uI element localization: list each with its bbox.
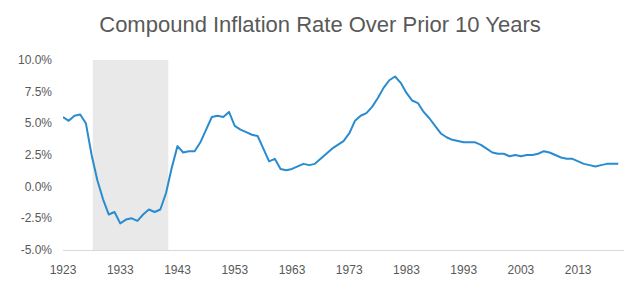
shaded-period bbox=[93, 60, 169, 250]
x-tick-label: 1933 bbox=[107, 263, 134, 277]
x-axis-line bbox=[63, 250, 624, 251]
x-tick-label: 1923 bbox=[50, 263, 77, 277]
x-tick-label: 1973 bbox=[336, 263, 363, 277]
y-tick-label: -5.0% bbox=[21, 243, 53, 257]
x-tick-label: 2003 bbox=[508, 263, 535, 277]
x-tick-label: 1993 bbox=[450, 263, 477, 277]
x-tick-label: 1963 bbox=[279, 263, 306, 277]
x-tick-label: 1983 bbox=[393, 263, 420, 277]
title: Compound Inflation Rate Over Prior 10 Ye… bbox=[99, 12, 540, 37]
x-tick-label: 1953 bbox=[221, 263, 248, 277]
y-tick-label: 2.5% bbox=[25, 148, 53, 162]
y-tick-label: 10.0% bbox=[18, 53, 52, 67]
inflation-line bbox=[63, 76, 618, 223]
chart: Compound Inflation Rate Over Prior 10 Ye… bbox=[0, 0, 640, 289]
x-tick-label: 1943 bbox=[164, 263, 191, 277]
y-tick-label: -2.5% bbox=[21, 211, 53, 225]
y-tick-label: 0.0% bbox=[25, 180, 53, 194]
y-tick-label: 7.5% bbox=[25, 85, 53, 99]
x-tick-label: 2013 bbox=[565, 263, 592, 277]
y-tick-label: 5.0% bbox=[25, 116, 53, 130]
plot-area bbox=[63, 60, 618, 250]
